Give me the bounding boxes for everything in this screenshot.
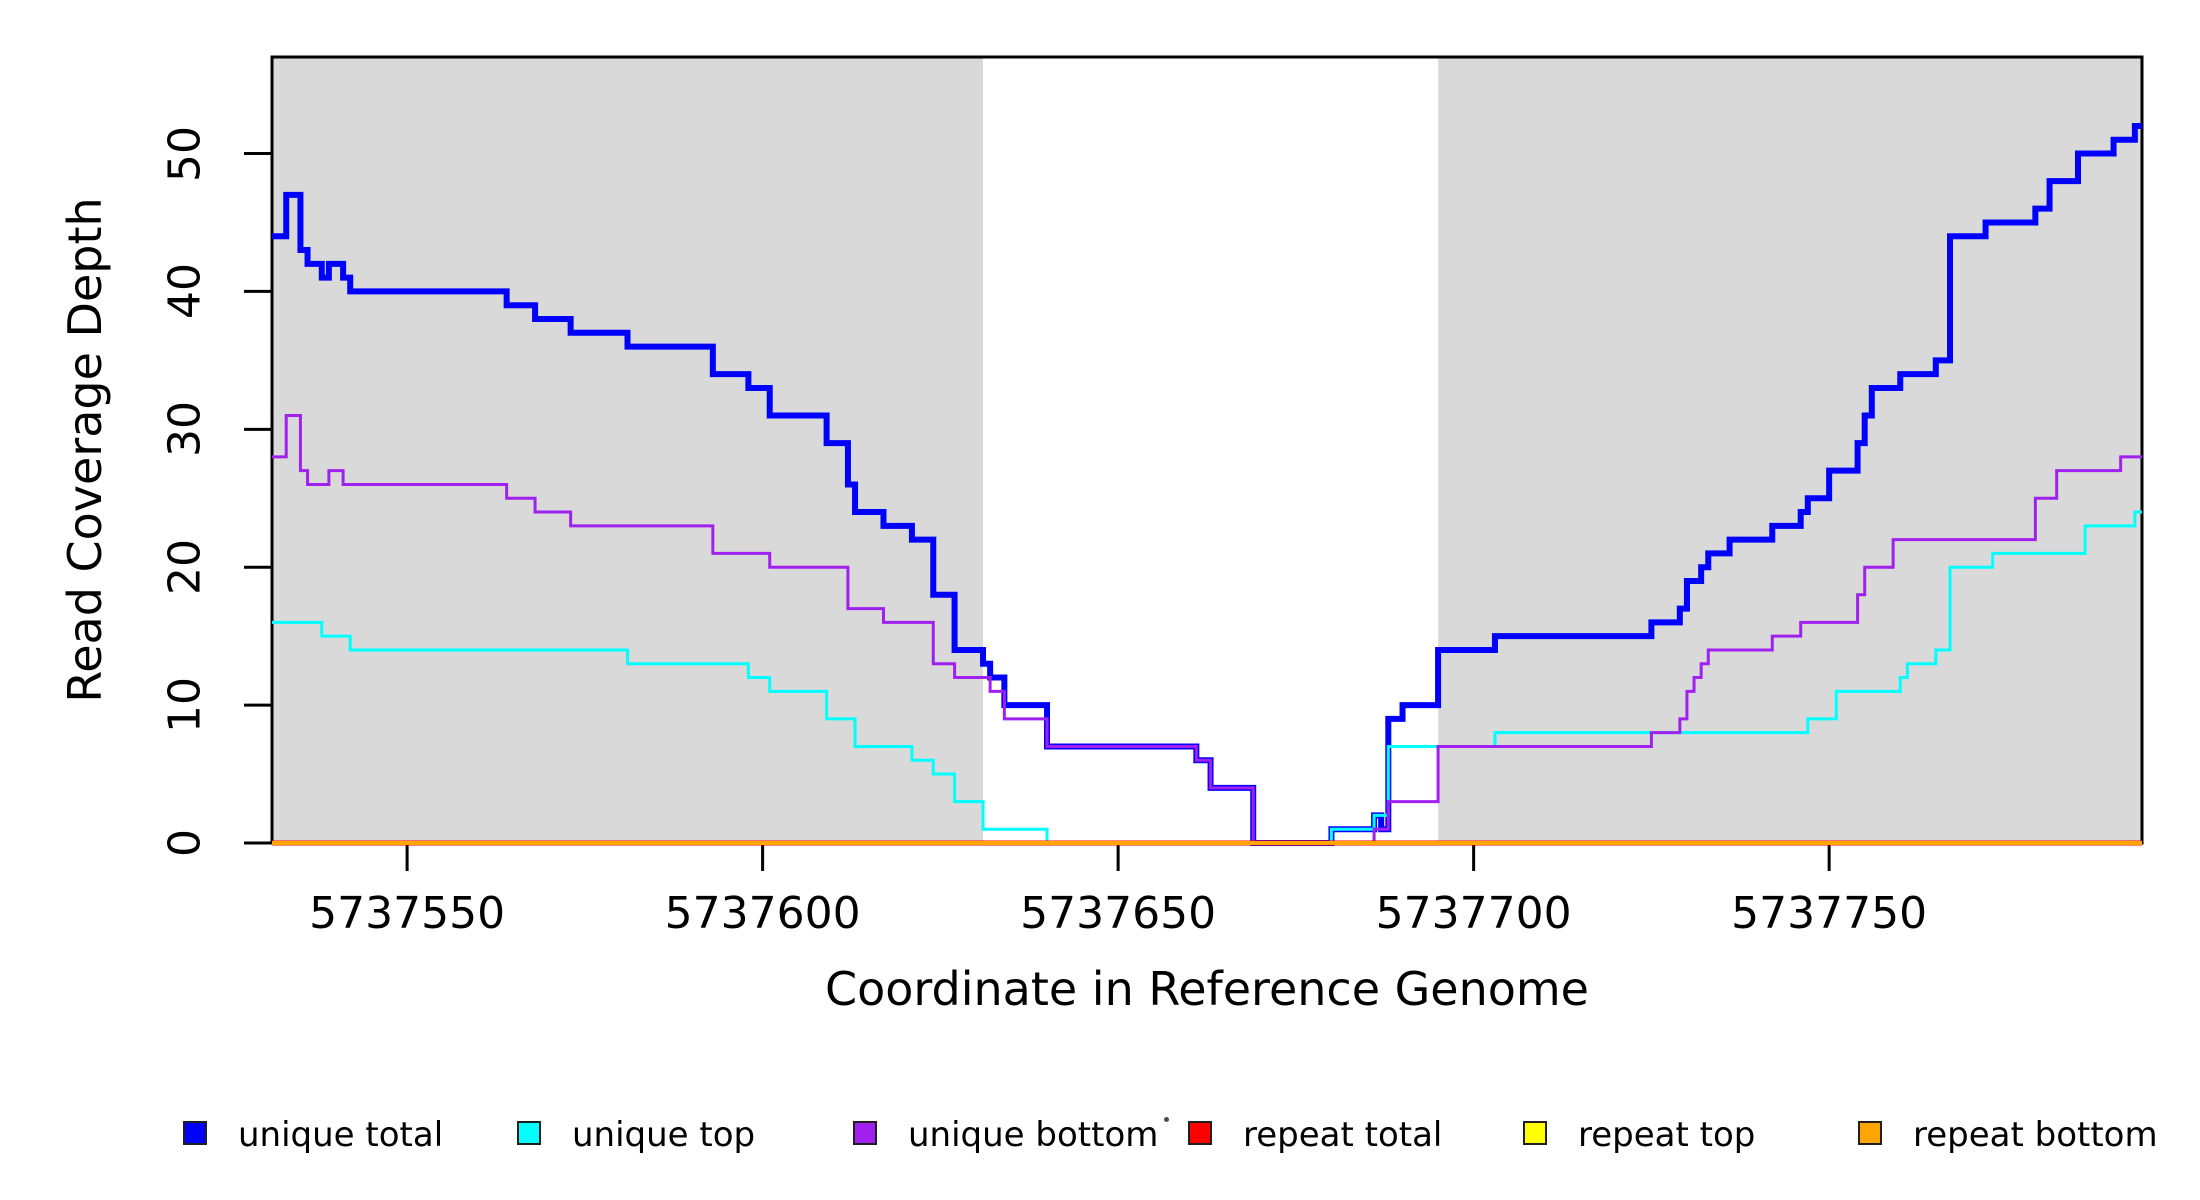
legend-swatch-unique-bottom	[853, 1121, 877, 1145]
y-tick-label: 20	[159, 539, 211, 596]
legend-swatch-repeat-bottom	[1858, 1121, 1882, 1145]
x-tick-label: 5737700	[1375, 888, 1572, 939]
series-unique-bottom	[272, 414, 2142, 845]
legend-swatch-repeat-total	[1188, 1121, 1212, 1145]
y-tick-label: 10	[159, 677, 211, 734]
y-tick-label: 0	[159, 829, 211, 857]
legend-label-unique-bottom: unique bottom	[908, 1115, 1159, 1155]
y-tick-label: 50	[159, 125, 211, 182]
y-axis-title: Read Coverage Depth	[58, 197, 112, 703]
y-tick-label: 30	[159, 401, 211, 458]
legend-label-unique-total: unique total	[238, 1115, 444, 1155]
left-repeat-flank	[272, 57, 984, 843]
legend-swatch-repeat-top	[1523, 1121, 1547, 1145]
legend-label-repeat-bottom: repeat bottom	[1913, 1115, 2158, 1155]
series-unique-top	[272, 510, 2142, 845]
legend-label-repeat-top: repeat top	[1578, 1115, 1756, 1155]
legend-swatch-unique-total	[183, 1121, 207, 1145]
y-tick-label: 40	[159, 263, 211, 320]
stray-dot	[1164, 1117, 1169, 1122]
x-tick-label: 5737600	[664, 888, 861, 939]
legend-swatch-unique-top	[517, 1121, 541, 1145]
x-tick-label: 5737650	[1020, 888, 1217, 939]
x-tick-label: 5737550	[309, 888, 506, 939]
x-tick-label: 5737750	[1731, 888, 1928, 939]
right-repeat-flank	[1438, 57, 2142, 843]
legend-label-repeat-total: repeat total	[1243, 1115, 1443, 1155]
legend-label-unique-top: unique top	[572, 1115, 756, 1155]
x-axis-title: Coordinate in Reference Genome	[825, 962, 1589, 1016]
